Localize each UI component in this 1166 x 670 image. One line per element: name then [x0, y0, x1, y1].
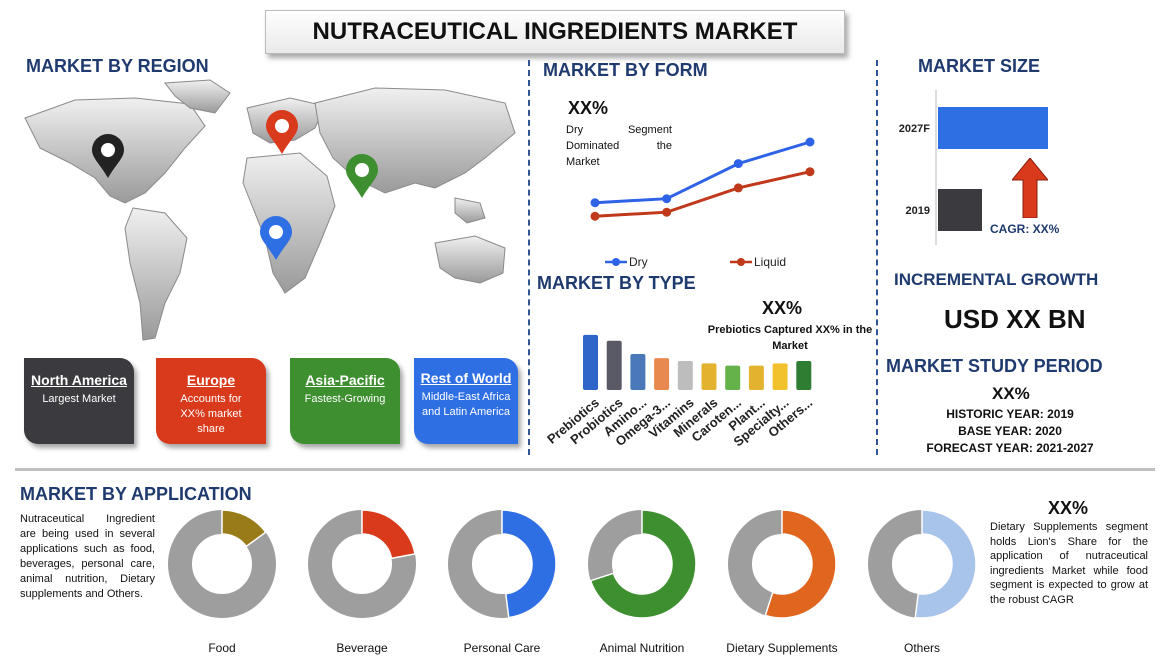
donut-chart-animal-nutrition: Animal Nutrition [582, 502, 702, 655]
region-card-desc: Largest Market [42, 393, 116, 405]
form-highlight: XX% [568, 98, 609, 118]
region-card-desc: Accounts for XX% market share [180, 393, 242, 435]
size-tick-label: 2027F [899, 123, 930, 135]
donut-segment [764, 509, 837, 619]
study-lines: HISTORIC YEAR: 2019 BASE YEAR: 2020 FORE… [880, 406, 1140, 457]
region-card-name: Rest of World [420, 370, 512, 386]
size-heading: MARKET SIZE [918, 56, 1041, 76]
donut-row: Food Beverage Personal Care Animal Nutritio… [162, 502, 992, 662]
region-card-name: Asia-Pacific [305, 372, 385, 388]
size-bar [938, 189, 982, 231]
region-card-name: North America [31, 372, 127, 388]
legend-marker [737, 258, 745, 266]
donut-label: Beverage [336, 641, 388, 655]
donut-segment [501, 509, 557, 619]
donut-label: Personal Care [463, 641, 541, 655]
donut-label: Dietary Supplements [726, 641, 838, 655]
study-highlight: XX% [992, 384, 1030, 403]
pin-rest-of-world-icon [258, 216, 294, 267]
donut-label: Animal Nutrition [599, 641, 685, 655]
donut-chart-personal-care: Personal Care [442, 502, 562, 655]
growth-heading: INCREMENTAL GROWTH [894, 270, 1099, 289]
region-card-desc: Middle-East Africa and Latin America [421, 391, 511, 418]
region-card-desc: Fastest-Growing [304, 393, 386, 405]
application-note: Dietary Supplements segment holds Lion's… [990, 521, 1148, 606]
historic-year: HISTORIC YEAR: 2019 [946, 407, 1074, 421]
donut-chart-beverage: Beverage [302, 502, 422, 655]
legend-label: Liquid [754, 255, 786, 269]
size-bar [938, 107, 1048, 149]
type-note: Prebiotics Captured XX% in the Market [707, 324, 873, 352]
type-bar [796, 361, 812, 390]
divider [528, 60, 530, 455]
base-year: BASE YEAR: 2020 [958, 424, 1062, 438]
series-line-dry [594, 140, 811, 205]
application-intro: Nutraceutical Ingredient are being used … [20, 513, 155, 600]
divider [876, 60, 878, 455]
study-heading: MARKET STUDY PERIOD [886, 356, 1103, 376]
legend-marker [612, 258, 620, 266]
pin-north-america-icon [90, 134, 126, 185]
pin-asia-pacific-icon [344, 154, 380, 205]
form-line-chart: Dry Liquid [590, 137, 815, 269]
donut-segment [914, 509, 977, 619]
type-bar [583, 334, 598, 390]
type-bar [606, 340, 622, 390]
cagr-label: CAGR: XX% [990, 222, 1060, 236]
application-heading: MARKET BY APPLICATION [20, 484, 252, 504]
donut-chart-dietary-supplements: Dietary Supplements [722, 502, 842, 655]
series-line-liquid [594, 170, 811, 218]
application-highlight: XX% [1048, 498, 1089, 518]
donut-chart-others: Others [862, 502, 982, 655]
type-bar-chart: PrebioticsProbioticsAmino...Omega-3...Vi… [544, 334, 815, 449]
greenland-shape [164, 79, 231, 114]
type-bar [748, 365, 764, 390]
type-heading: MARKET BY TYPE [537, 273, 696, 293]
form-note: Dry Segment Dominated the Market [566, 124, 672, 168]
type-bar [701, 363, 717, 390]
australia-shape [434, 235, 506, 284]
donut-segment [589, 509, 697, 619]
data-point-dry [662, 194, 672, 204]
legend-label: Dry [629, 255, 648, 269]
islands-shape [454, 197, 486, 224]
type-bar [725, 365, 741, 390]
region-heading: MARKET BY REGION [26, 56, 209, 76]
region-card-name: Europe [186, 372, 236, 388]
forecast-year: FORECAST YEAR: 2021-2027 [926, 441, 1094, 455]
growth-value: USD XX BN [944, 304, 1086, 334]
region-card-north-america: North America Largest Market [24, 358, 134, 444]
separator [15, 468, 1155, 471]
size-tick-label: 2019 [906, 205, 930, 217]
data-point-dry [733, 159, 743, 169]
form-heading-text: MARKET BY FORM [543, 60, 708, 80]
donut-chart-food: Food [162, 502, 282, 655]
donut-label: Food [208, 641, 236, 655]
data-point-liquid [733, 183, 743, 193]
donut-label: Others [903, 641, 940, 655]
size-bar-chart: 2027F 2019 [899, 90, 1048, 245]
page-title: NUTRACEUTICAL INGREDIENTS MARKET [265, 10, 845, 54]
data-point-liquid [805, 167, 815, 177]
region-card-rest-of-world: Rest of World Middle-East Africa and Lat… [414, 358, 518, 444]
type-bar [677, 361, 693, 390]
data-point-dry [805, 137, 815, 147]
data-point-liquid [590, 211, 600, 221]
data-point-liquid [662, 207, 672, 217]
type-highlight: XX% [762, 298, 803, 318]
region-card-asia-pacific: Asia-Pacific Fastest-Growing [290, 358, 400, 444]
type-bar [630, 354, 646, 390]
pin-europe-icon [264, 110, 300, 161]
data-point-dry [590, 198, 600, 208]
growth-arrow-icon [1010, 157, 1050, 223]
donut-segment [361, 509, 416, 560]
donut-segment [221, 509, 267, 548]
south-america-shape [124, 207, 188, 341]
type-bar [772, 363, 788, 390]
region-card-europe: Europe Accounts for XX% market share [156, 358, 266, 444]
type-bar [654, 358, 670, 390]
